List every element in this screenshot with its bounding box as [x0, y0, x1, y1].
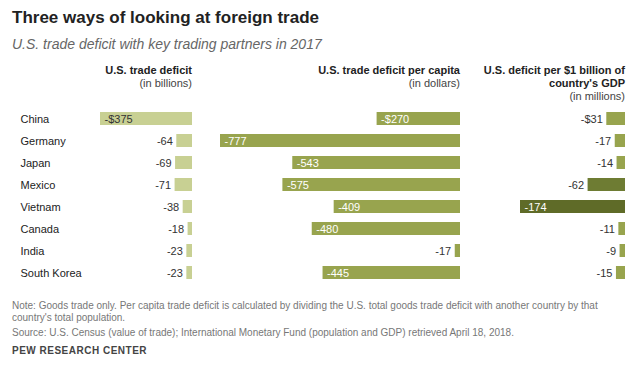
svg-text:-17: -17	[595, 135, 611, 147]
svg-text:-$270: -$270	[381, 113, 409, 125]
html-text:U.S. deficit per $1 billion of: U.S. deficit per $1 billion of country's…	[483, 64, 625, 89]
html-text:U.S. trade deficit with key tr: U.S. trade deficit with key trading part…	[12, 36, 322, 52]
svg-text:-9: -9	[606, 245, 616, 257]
svg-text:-445: -445	[327, 267, 349, 279]
svg-text:-18: -18	[168, 223, 184, 235]
svg-text:-71: -71	[155, 179, 171, 191]
svg-text:China: China	[21, 113, 51, 125]
svg-text:Mexico: Mexico	[21, 179, 56, 191]
svg-text:-11: -11	[600, 223, 615, 235]
svg-text:-17: -17	[435, 245, 451, 257]
svg-text:-64: -64	[157, 135, 173, 147]
svg-text:-$31: -$31	[581, 113, 603, 125]
svg-text:-69: -69	[156, 157, 172, 169]
html-text:PEW RESEARCH CENTER: PEW RESEARCH CENTER	[12, 345, 148, 356]
svg-text:-15: -15	[597, 267, 613, 279]
svg-text:Vietnam: Vietnam	[21, 201, 61, 213]
svg-text:-480: -480	[316, 223, 338, 235]
html-text:U.S. trade deficit per capita: U.S. trade deficit per capita	[318, 64, 460, 76]
svg-text:-14: -14	[597, 157, 613, 169]
svg-text:Germany: Germany	[21, 135, 67, 147]
svg-text:-$375: -$375	[105, 113, 133, 125]
svg-text:-575: -575	[287, 179, 309, 191]
svg-text:-62: -62	[568, 179, 584, 191]
html-text:Three ways of looking at forei: Three ways of looking at foreign trade	[12, 8, 319, 27]
svg-text:-23: -23	[167, 245, 183, 257]
svg-text:Canada: Canada	[21, 223, 60, 235]
html-text:(in dollars): (in dollars)	[408, 77, 460, 89]
svg-text:-38: -38	[163, 201, 179, 213]
html-text:Note: Goods trade only. Per ca: Note: Goods trade only. Per capita trade…	[12, 300, 598, 323]
html-text:(in billions): (in billions)	[139, 77, 192, 89]
svg-text:-174: -174	[525, 201, 547, 213]
svg-text:-409: -409	[338, 201, 360, 213]
svg-text:India: India	[21, 245, 46, 257]
svg-text:-543: -543	[297, 157, 319, 169]
html-text:Source: U.S. Census (value of: Source: U.S. Census (value of trade); In…	[12, 327, 514, 338]
svg-text:South Korea: South Korea	[21, 267, 83, 279]
svg-text:-23: -23	[167, 267, 183, 279]
html-text:(in millions): (in millions)	[569, 90, 625, 102]
svg-text:Japan: Japan	[21, 157, 51, 169]
svg-text:-777: -777	[225, 135, 247, 147]
html-text:U.S. trade deficit: U.S. trade deficit	[105, 64, 192, 76]
